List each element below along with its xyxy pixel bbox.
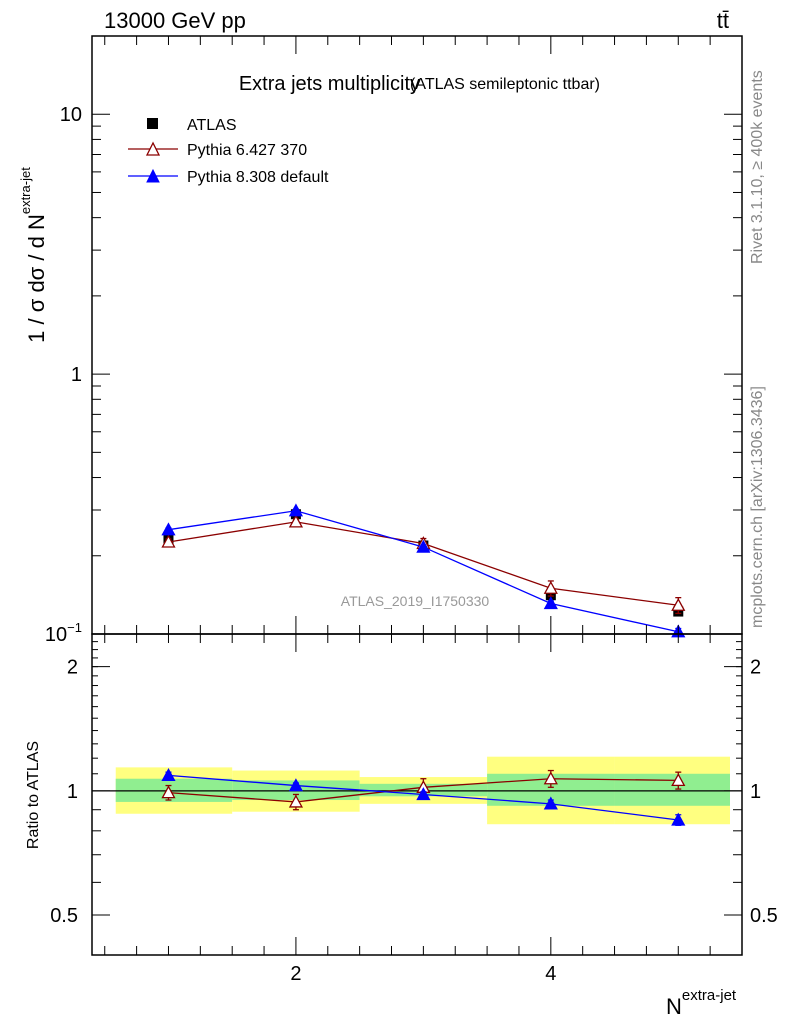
legend-atlas-marker — [147, 118, 158, 129]
py8-ratio-point — [161, 768, 176, 782]
y-axis-title-ratio: Ratio to ATLAS — [25, 741, 42, 849]
rivet-label: Rivet 3.1.10, ≥ 400k events — [749, 70, 766, 264]
ratio-frame — [91, 633, 743, 956]
py6-ratio-point — [161, 785, 176, 799]
ratio-plot-area — [92, 756, 742, 826]
process-label: tt̄ — [717, 8, 729, 33]
main-plot-area — [161, 503, 686, 638]
y-tick-label-ratio-right: 0.5 — [750, 905, 778, 927]
ratio-axis-ticks — [92, 634, 742, 956]
legend-py8-label: Pythia 8.308 default — [187, 169, 329, 186]
legend-atlas-label: ATLAS — [187, 117, 237, 134]
py8-ratio-point — [288, 778, 304, 792]
py8-ratio-point — [543, 796, 558, 810]
py6-ratio-point — [288, 794, 304, 808]
legend: ATLAS Pythia 6.427 370 Pythia 8.308 defa… — [128, 117, 329, 186]
py8-point — [288, 503, 304, 517]
py8-point — [543, 596, 558, 610]
y-tick-label-main: 10 — [60, 104, 82, 126]
mcplots-label: mcplots.cern.ch [arXiv:1306.3436] — [749, 386, 766, 628]
py8-point — [416, 539, 431, 553]
x-tick-label: 4 — [545, 963, 556, 985]
py8-ratio-point — [671, 812, 686, 826]
legend-py6-marker — [145, 141, 161, 156]
plot-subtitle: (ATLAS semileptonic ttbar) — [410, 76, 600, 93]
py6-point — [161, 534, 176, 548]
y-tick-label-main: 10−1 — [45, 620, 82, 646]
plot-title: Extra jets multiplicity — [239, 73, 420, 95]
y-tick-label-ratio: 0.5 — [50, 905, 78, 927]
x-axis-title: Nextra-jet — [666, 987, 737, 1019]
analysis-id: ATLAS_2019_I1750330 — [341, 593, 490, 609]
y-tick-label-ratio: 2 — [67, 657, 78, 679]
tick-labels: 10−1 1 10 0.5 0.5 1 1 2 2 2 4 — [45, 104, 778, 985]
y-tick-label-ratio-right: 1 — [750, 781, 761, 803]
main-panel: Extra jets multiplicity (ATLAS semilepto… — [91, 35, 743, 638]
py8-point — [161, 522, 176, 536]
py8-ratio-point — [416, 787, 431, 801]
ratio-band-stat — [614, 773, 730, 806]
ratio-panel — [91, 633, 743, 956]
py6-ratio-point — [543, 771, 558, 785]
py6-ratio-point — [671, 773, 686, 787]
y-tick-label-main: 1 — [71, 364, 82, 386]
y-tick-label-ratio-right: 2 — [750, 657, 761, 679]
x-tick-label: 2 — [290, 963, 301, 985]
y-axis-title-main: 1 / σ dσ / d Nextra-jet — [18, 167, 49, 343]
y-tick-label-ratio: 1 — [67, 781, 78, 803]
legend-py8-marker — [146, 168, 160, 183]
py6-point — [288, 514, 304, 528]
py6-point — [671, 597, 686, 611]
energy-label: 13000 GeV pp — [104, 8, 246, 33]
legend-py6-label: Pythia 6.427 370 — [187, 142, 307, 159]
py6-point — [543, 580, 558, 594]
